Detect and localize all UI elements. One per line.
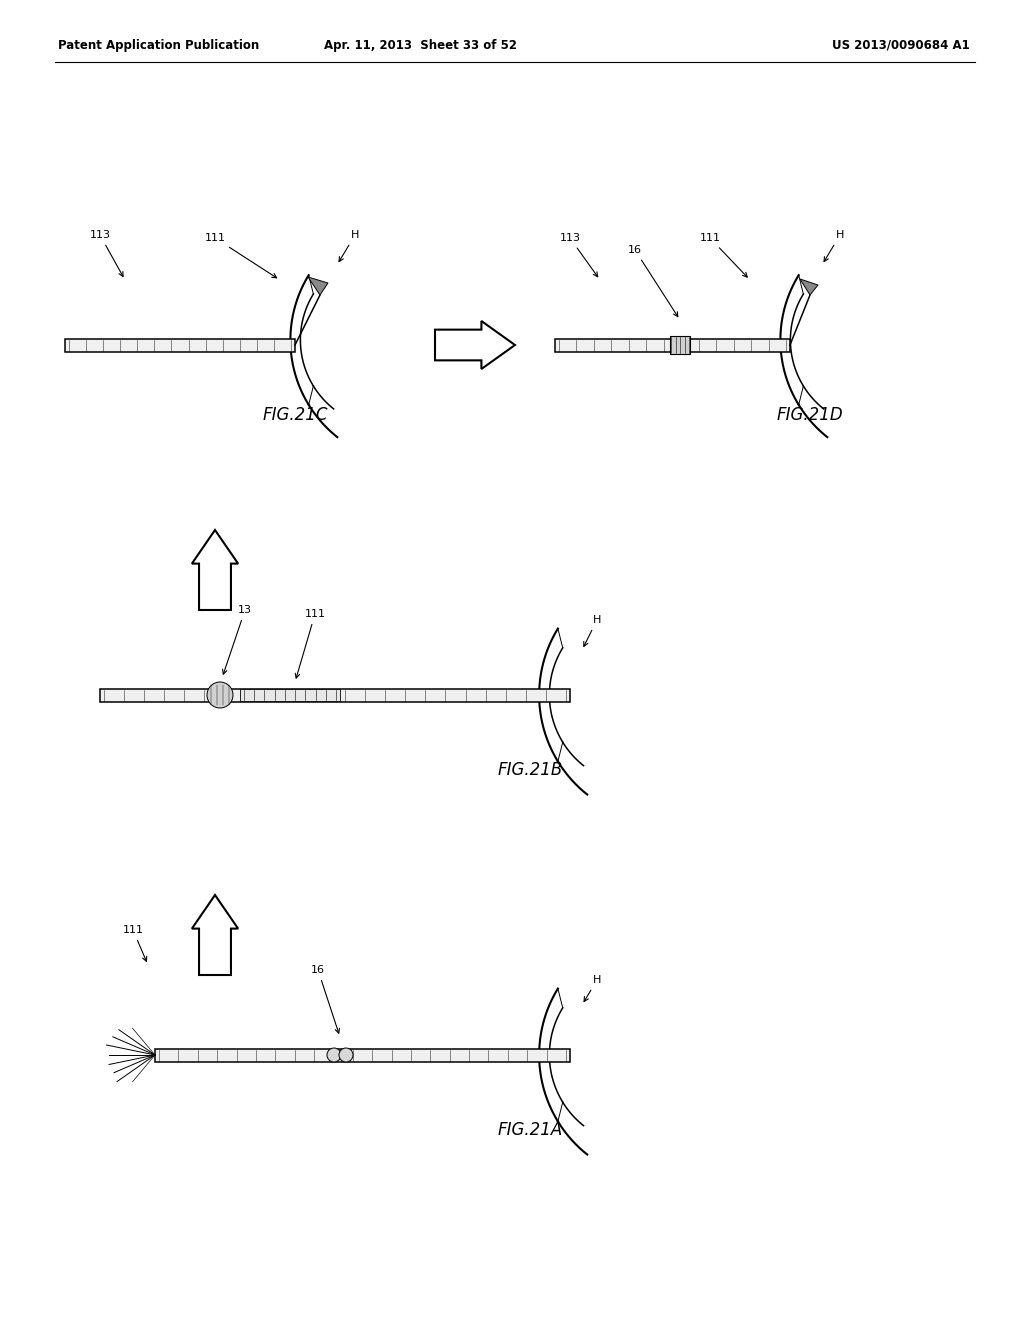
Text: FIG.21A: FIG.21A xyxy=(498,1121,562,1139)
Bar xyxy=(670,337,690,354)
Bar xyxy=(65,338,295,351)
Text: 111: 111 xyxy=(295,609,326,678)
Text: H: H xyxy=(339,230,359,261)
Text: 111: 111 xyxy=(699,234,748,277)
Text: 13: 13 xyxy=(222,605,252,675)
Polygon shape xyxy=(435,321,515,370)
Text: 16: 16 xyxy=(311,965,340,1034)
Bar xyxy=(555,338,790,351)
Text: 111: 111 xyxy=(123,925,146,961)
Bar xyxy=(100,689,570,701)
Bar xyxy=(155,1048,570,1061)
Text: FIG.21C: FIG.21C xyxy=(262,407,328,424)
Polygon shape xyxy=(308,277,328,294)
Text: 16: 16 xyxy=(628,246,678,317)
Text: US 2013/0090684 A1: US 2013/0090684 A1 xyxy=(833,38,970,51)
Circle shape xyxy=(327,1048,341,1063)
Bar xyxy=(240,689,340,701)
Polygon shape xyxy=(191,895,239,975)
Text: 113: 113 xyxy=(559,234,598,277)
Text: H: H xyxy=(584,975,601,1002)
Text: H: H xyxy=(584,615,601,647)
Text: 111: 111 xyxy=(205,234,276,277)
Polygon shape xyxy=(800,279,818,294)
Circle shape xyxy=(207,682,233,708)
Text: H: H xyxy=(824,230,844,261)
Text: Patent Application Publication: Patent Application Publication xyxy=(58,38,259,51)
Polygon shape xyxy=(191,531,239,610)
Text: FIG.21D: FIG.21D xyxy=(776,407,844,424)
Text: FIG.21B: FIG.21B xyxy=(498,762,562,779)
Text: Apr. 11, 2013  Sheet 33 of 52: Apr. 11, 2013 Sheet 33 of 52 xyxy=(324,38,516,51)
Circle shape xyxy=(339,1048,353,1063)
Text: 113: 113 xyxy=(89,230,123,276)
